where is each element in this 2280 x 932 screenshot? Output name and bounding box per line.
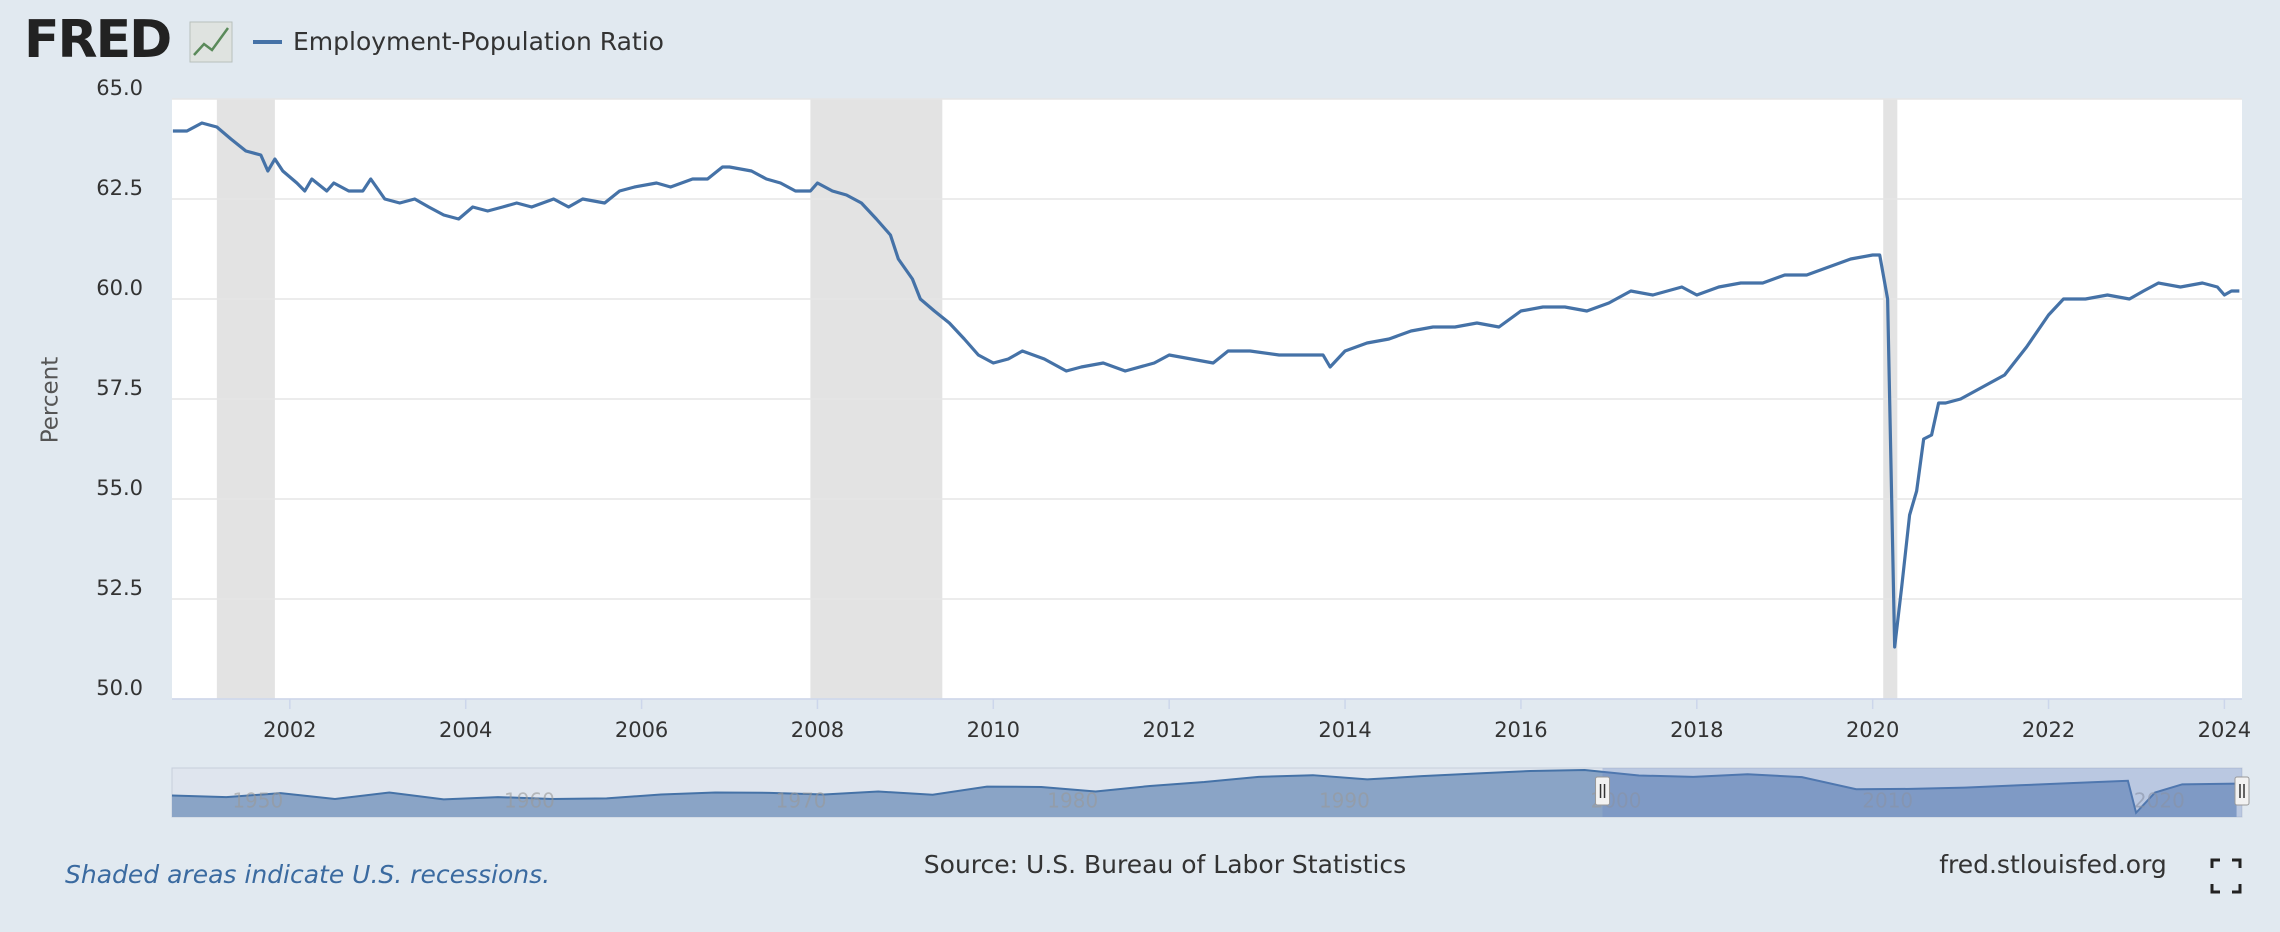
navigator-tick-label: 1980 [1047,789,1098,813]
y-tick-label: 55.0 [96,476,143,500]
x-tick-label: 2006 [615,718,668,742]
x-tick-label: 2016 [1494,718,1547,742]
navigator-handle-body [2234,776,2250,806]
navigator-tick-label: 1960 [504,789,555,813]
recession-note: Shaded areas indicate U.S. recessions. [65,860,550,889]
y-tick-label: 62.5 [96,176,143,200]
legend-label[interactable]: Employment-Population Ratio [293,27,664,56]
navigator-area [172,769,2237,817]
y-axis-label: Percent [38,357,64,444]
y-tick-label: 52.5 [96,576,143,600]
x-tick-label: 2012 [1142,718,1195,742]
y-tick-label: 65.0 [96,76,143,100]
navigator-handle[interactable] [1595,776,1611,806]
x-tick-label: 2002 [263,718,316,742]
series-line [172,121,2240,649]
x-tick-label: 2008 [791,718,844,742]
source: Source: U.S. Bureau of Labor Statistics [924,850,1406,879]
x-tick-label: 2020 [1846,718,1899,742]
site[interactable]: fred.stlouisfed.org [1939,850,2167,879]
x-tick-label: 2024 [2198,718,2251,742]
x-tick-label: 2018 [1670,718,1723,742]
navigator-line [171,768,2237,815]
x-tick-label: 2004 [439,718,492,742]
navigator-tick-label: 2010 [1862,789,1913,813]
navigator-handle-body [1595,776,1611,806]
navigator-tick-label: 2020 [2134,789,2185,813]
y-tick-label: 50.0 [96,676,143,700]
navigator-tick-label: 1990 [1319,789,1370,813]
navigator-tick-label: 1970 [776,789,827,813]
logo-icon [189,21,233,63]
navigator-tick-label: 1950 [232,789,283,813]
navigator-selection [1602,768,2242,817]
logo-icon-line [193,27,230,56]
navigator-handle[interactable] [2234,776,2250,806]
logo: FRED [24,10,170,70]
fullscreen-button[interactable] [2210,858,2242,894]
y-tick-label: 57.5 [96,376,143,400]
y-tick-label: 60.0 [96,276,143,300]
x-tick-label: 2014 [1318,718,1371,742]
x-tick-label: 2010 [967,718,1020,742]
x-tick-label: 2022 [2022,718,2075,742]
